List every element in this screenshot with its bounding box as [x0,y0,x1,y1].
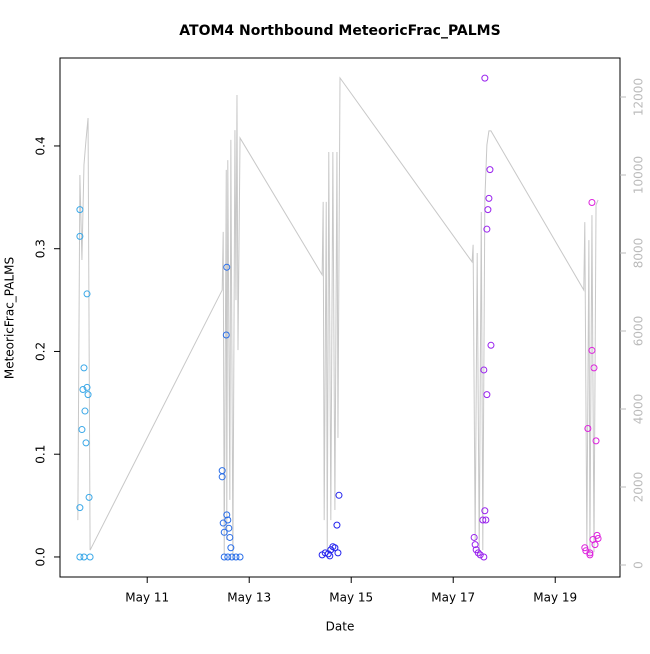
point [487,341,495,349]
point [586,549,594,557]
point [326,552,334,560]
point [86,553,94,561]
point [592,437,600,445]
point [84,391,92,399]
point [80,553,88,561]
chart-title: ATOM4 Northbound MeteoricFrac_PALMS [179,23,500,39]
point [79,385,87,393]
point [228,553,236,561]
point [481,507,489,515]
y2-tick-label: 0 [632,561,646,569]
point [224,553,232,561]
x-tick-label: May 15 [329,591,373,605]
point [78,426,86,434]
point [594,534,602,542]
point [220,553,228,561]
point [486,166,494,174]
point [83,383,91,391]
point [590,364,598,372]
y-tick-label: 0.3 [34,239,48,258]
plot-frame [59,57,621,578]
point [222,331,230,339]
y-tick-label: 0.0 [34,547,48,566]
point [82,439,90,447]
point [224,516,232,524]
altitude-line [77,76,599,560]
point [582,547,590,555]
point [581,544,589,552]
point [474,549,482,557]
point [485,194,493,202]
point [586,551,594,559]
point [588,346,596,354]
x-tick-label: May 11 [125,591,169,605]
point [479,516,487,524]
point [483,391,491,399]
point [481,74,489,82]
point [80,364,88,372]
y-tick-label: 0.2 [34,342,48,361]
y2-tick-label: 2000 [632,472,646,503]
point [480,553,488,561]
point [76,206,84,214]
point [76,232,84,240]
x-axis-label: Date [326,620,355,634]
point [236,553,244,561]
y-axis-label: MeteoricFrac_PALMS [3,257,17,379]
point [335,491,343,499]
point [480,366,488,374]
point [218,473,226,481]
y2-tick-label: 4000 [632,394,646,425]
point [226,533,234,541]
point [588,198,596,206]
point [334,549,342,557]
x-tick-label: May 13 [227,591,271,605]
y-tick-label: 0.1 [34,445,48,464]
y2-tick-label: 12000 [632,78,646,116]
point [81,407,89,415]
point [593,531,601,539]
point [220,528,228,536]
point [476,551,484,559]
point [591,541,599,549]
y2-tick-label: 8000 [632,238,646,269]
point [76,553,84,561]
point [471,541,479,549]
point [484,206,492,214]
point [76,504,84,512]
point [470,533,478,541]
point [333,521,341,529]
point [225,524,233,532]
point [584,425,592,433]
point [85,493,93,501]
x-tick-label: May 19 [533,591,577,605]
y-tick-label: 0.4 [34,136,48,155]
point [232,553,240,561]
y2-tick-label: 6000 [632,316,646,347]
x-tick-label: May 17 [431,591,475,605]
point [223,511,231,519]
y2-tick-label: 10000 [632,156,646,194]
point [223,263,231,271]
point [83,290,91,298]
point [482,516,490,524]
point [331,544,339,552]
point [483,225,491,233]
point [227,544,235,552]
